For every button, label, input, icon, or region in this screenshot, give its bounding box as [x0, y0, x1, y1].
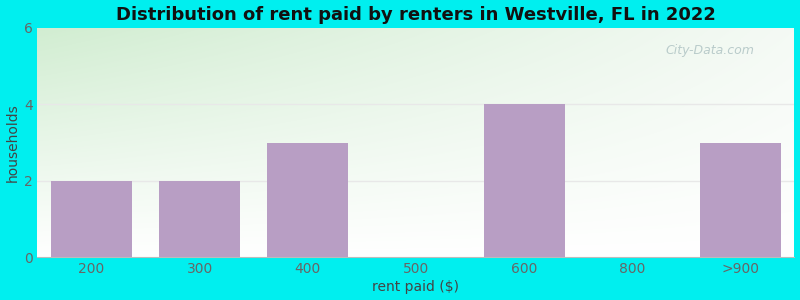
Y-axis label: households: households — [6, 103, 19, 182]
X-axis label: rent paid ($): rent paid ($) — [373, 280, 459, 294]
Bar — [483, 104, 565, 257]
Bar — [700, 143, 781, 257]
Bar — [159, 181, 240, 257]
Bar — [267, 143, 348, 257]
Bar — [51, 181, 132, 257]
Title: Distribution of rent paid by renters in Westville, FL in 2022: Distribution of rent paid by renters in … — [116, 6, 716, 24]
Text: City-Data.com: City-Data.com — [666, 44, 754, 57]
